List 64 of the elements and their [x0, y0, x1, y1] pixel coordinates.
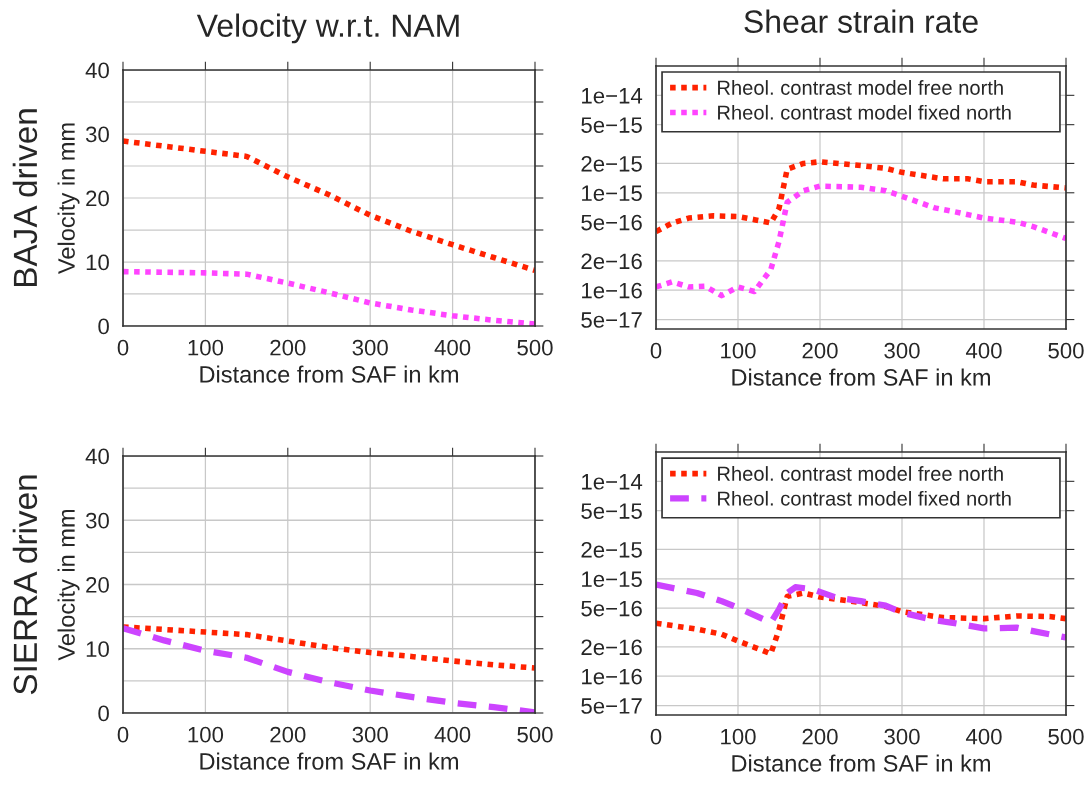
x-tick-label: 0 [650, 342, 662, 359]
y-tick-label: 1e−16 [582, 282, 642, 299]
x-tick-label: 400 [434, 726, 471, 743]
x-tick-label: 0 [117, 726, 129, 743]
chart-title: Shear strain rate [744, 9, 978, 33]
y-tick-label: 40 [85, 62, 109, 79]
y-tick-label: 2e−15 [581, 541, 642, 558]
y-tick-label: 20 [86, 190, 109, 207]
x-tick-label: 100 [721, 728, 756, 745]
y-tick-label: 1e−16 [582, 668, 642, 685]
x-tick-label: 500 [1048, 342, 1084, 359]
y-tick-label: 10 [86, 641, 109, 658]
y-tick-label: 40 [85, 448, 109, 465]
y-tick-label: 2e−16 [581, 639, 642, 656]
y-tick-label: 10 [86, 254, 109, 271]
x-axis-title: Distance from SAF in km [200, 365, 458, 383]
y-tick-label: 0 [98, 705, 109, 722]
y-tick-label: 30 [85, 512, 109, 529]
x-tick-label: 300 [884, 342, 920, 359]
y-tick-label: 5e−17 [581, 698, 642, 714]
y-tick-label: 30 [85, 126, 109, 143]
x-tick-label: 300 [884, 728, 920, 745]
y-tick-label: 1e−15 [582, 185, 642, 202]
x-tick-label: 400 [965, 342, 1002, 359]
y-tick-label: 1e−14 [582, 88, 643, 104]
x-tick-label: 300 [352, 726, 388, 743]
y-tick-label: 1e−15 [582, 571, 642, 588]
y-tick-label: 2e−16 [581, 253, 642, 270]
y-tick-label: 5e−16 [581, 600, 642, 617]
y-tick-label: 5e−16 [581, 214, 642, 231]
legend-label: Rheol. contrast model free north [718, 466, 1003, 481]
x-tick-label: 0 [650, 728, 662, 745]
y-tick-label: 1e−14 [582, 474, 643, 490]
x-tick-label: 500 [517, 339, 553, 356]
x-tick-label: 100 [721, 342, 756, 359]
legend-label: Rheol. contrast model fixed north [718, 490, 1011, 506]
text: BAJA driven [12, 109, 38, 287]
y-tick-label: 5e−15 [581, 503, 642, 519]
x-tick-label: 400 [965, 728, 1002, 745]
y-axis-title: Velocity in mm [57, 509, 80, 661]
text: SIERRA driven [12, 475, 38, 695]
x-tick-label: 0 [117, 339, 129, 356]
x-tick-label: 100 [188, 726, 224, 743]
x-tick-label: 200 [270, 726, 306, 743]
x-tick-label: 400 [434, 339, 471, 356]
x-tick-label: 100 [188, 339, 224, 356]
x-axis-title: Distance from SAF in km [200, 752, 458, 770]
chart-title: Velocity w.r.t. NAM [196, 13, 459, 44]
x-tick-label: 500 [1048, 728, 1084, 745]
x-tick-label: 200 [802, 728, 838, 745]
y-axis-title: Velocity in mm [57, 123, 80, 274]
x-tick-label: 500 [517, 726, 553, 743]
x-tick-label: 200 [270, 339, 306, 356]
y-tick-label: 2e−15 [581, 155, 642, 172]
y-tick-label: 5e−17 [581, 312, 642, 328]
x-tick-label: 300 [352, 339, 388, 356]
y-tick-label: 5e−15 [581, 117, 642, 133]
y-tick-label: 0 [98, 318, 109, 335]
x-axis-title: Distance from SAF in km [732, 754, 990, 772]
y-tick-label: 20 [86, 577, 109, 593]
x-axis-title: Distance from SAF in km [732, 368, 990, 386]
legend-label: Rheol. contrast model fixed north [718, 104, 1011, 120]
x-tick-label: 200 [802, 342, 838, 359]
legend-label: Rheol. contrast model free north [718, 80, 1003, 95]
